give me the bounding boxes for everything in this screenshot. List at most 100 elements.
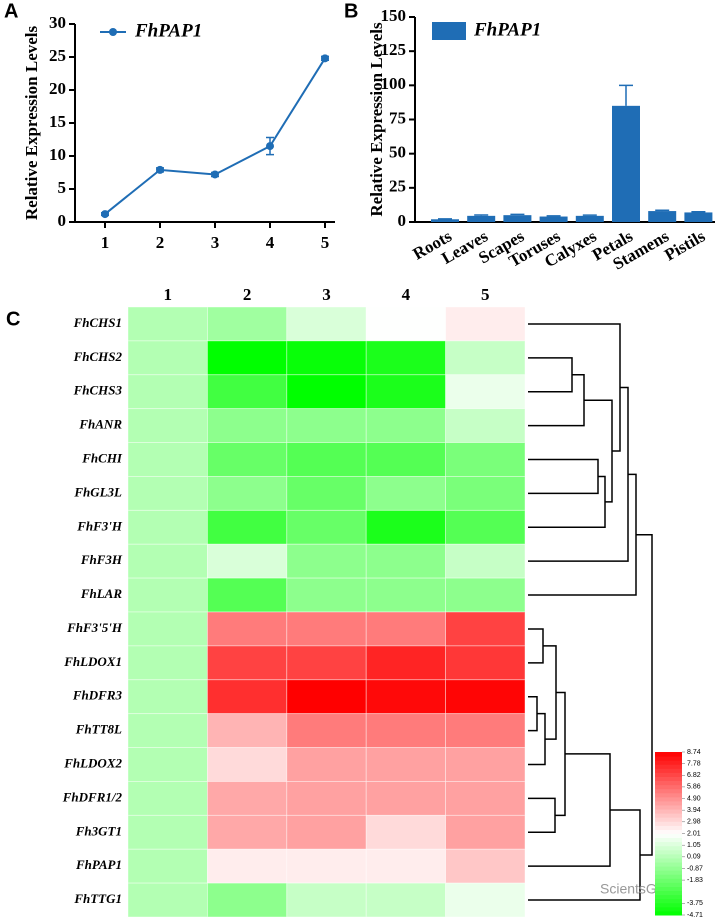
colorbar-label: 8.74 <box>687 749 701 756</box>
colorbar-step <box>655 857 682 863</box>
point <box>211 170 219 179</box>
row-label: FhCHS1 <box>73 315 122 330</box>
dendrogram-link <box>528 458 599 495</box>
heatmap-cell <box>206 882 288 918</box>
heatmap-cell <box>286 882 367 918</box>
row-label: FhLAR <box>80 586 123 601</box>
heatmap-cell <box>286 679 367 715</box>
heatmap-cell <box>127 306 208 342</box>
line <box>104 57 326 215</box>
heatmap-cell <box>206 713 288 748</box>
dendrogram <box>528 323 653 901</box>
heatmap-cell <box>206 476 288 511</box>
heatmap-cell <box>127 679 208 715</box>
row-label: FhF3H <box>80 552 123 567</box>
heatmap-cell <box>127 442 208 477</box>
row-label: FhTTG1 <box>73 891 122 906</box>
y-tick-label: 30 <box>49 13 66 32</box>
heatmap-cell <box>445 645 526 681</box>
heatmap-cell <box>286 408 367 443</box>
heatmap-cell <box>127 882 208 918</box>
colorbar-label: 6.82 <box>687 772 701 779</box>
heatmap-cell <box>365 781 447 816</box>
colorbar-step <box>655 752 682 757</box>
colorbar-label: 0.09 <box>687 854 701 861</box>
dendrogram-link <box>528 473 637 596</box>
colorbar-step <box>655 841 682 847</box>
column-label: 2 <box>243 285 252 304</box>
point <box>101 210 109 219</box>
y-tick-label: 50 <box>389 143 406 162</box>
point <box>156 165 164 174</box>
heatmap-cell <box>286 442 367 477</box>
heatmap-cell <box>127 848 208 884</box>
heatmap-cell <box>127 408 208 443</box>
dendrogram-link <box>528 797 556 834</box>
column-label: 4 <box>402 285 411 304</box>
heatmap-cell <box>286 340 367 376</box>
row-label: FhDFR1/2 <box>62 789 123 804</box>
colorbar-label: 2.01 <box>687 830 701 837</box>
colorbar-step <box>655 910 682 916</box>
row-label: FhGL3L <box>73 484 122 499</box>
heatmap-cell <box>286 306 367 342</box>
heatmap-cell <box>445 747 526 782</box>
bar <box>503 215 532 222</box>
heatmap-cell <box>206 374 288 410</box>
colorbar-step <box>655 792 682 798</box>
heatmap-cell <box>127 340 208 376</box>
heatmap-cell <box>365 713 447 748</box>
colorbar-step <box>655 853 682 859</box>
colorbar-step <box>655 788 682 794</box>
colorbar-step <box>655 902 682 908</box>
colorbar-label: 2.98 <box>687 819 701 826</box>
heatmap-cell <box>206 340 288 376</box>
x-tick-label: 4 <box>266 233 275 252</box>
heatmap-cell <box>286 577 367 613</box>
colorbar-step <box>655 890 682 896</box>
heatmap-cell <box>365 848 447 884</box>
heatmap-cell <box>206 747 288 782</box>
colorbar-step <box>655 862 682 867</box>
heatmap-cell <box>127 814 208 850</box>
legend-swatch <box>432 22 466 40</box>
dendrogram-link <box>528 753 611 867</box>
heatmap-cell <box>206 645 288 681</box>
y-axis-label: Relative Expression Levels <box>22 26 41 221</box>
colorbar-step <box>655 817 682 822</box>
dendrogram-link <box>528 357 573 393</box>
heatmap-cell <box>286 747 367 782</box>
heatmap-cell <box>127 713 208 748</box>
row-label: FhF3'5'H <box>66 620 123 635</box>
heatmap-cell <box>365 645 447 681</box>
heatmap-cell <box>445 882 526 918</box>
heatmap-cell <box>127 476 208 511</box>
error-bar <box>474 214 489 216</box>
colorbar-step <box>655 821 682 826</box>
bar <box>648 211 677 222</box>
column-label: 5 <box>481 285 490 304</box>
colorbar-step <box>655 833 682 839</box>
colorbar-label: -3.75 <box>687 900 703 907</box>
y-axis-label: Relative Expression Levels <box>367 22 386 217</box>
colorbar-step <box>655 878 682 883</box>
colorbar-step <box>655 800 682 806</box>
heatmap-cell <box>365 747 447 782</box>
heatmap-cell <box>365 882 447 918</box>
colorbar-step <box>655 837 682 843</box>
colorbar-step <box>655 845 682 851</box>
heatmap-cell <box>445 781 526 816</box>
colorbar-step <box>655 768 682 773</box>
heatmap-cell <box>286 781 367 816</box>
heatmap-cell <box>445 408 526 443</box>
y-tick-label: 25 <box>389 177 406 196</box>
legend-label: FhPAP1 <box>473 19 541 40</box>
heatmap-cell <box>206 509 288 545</box>
row-label: FhLDOX1 <box>63 654 122 669</box>
heatmap-cell <box>365 374 447 410</box>
heatmap-cell <box>445 306 526 342</box>
heatmap-cell <box>365 814 447 850</box>
heatmap-cell <box>365 509 447 545</box>
colorbar-step <box>655 874 682 879</box>
y-tick-label: 100 <box>381 74 407 93</box>
